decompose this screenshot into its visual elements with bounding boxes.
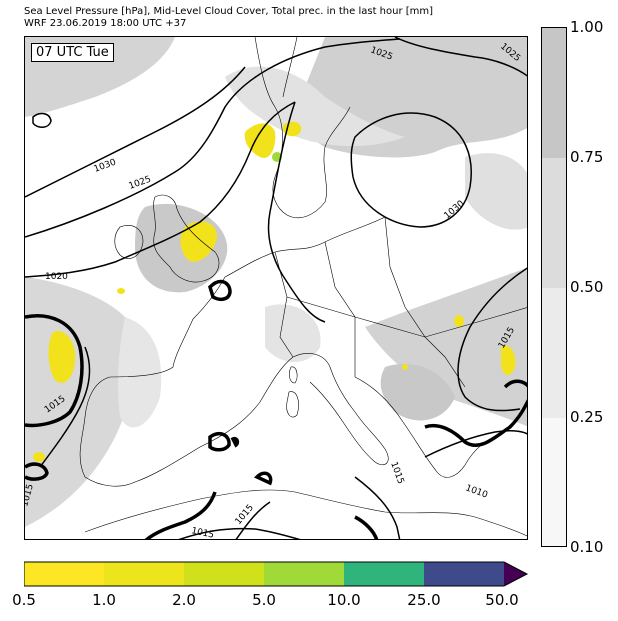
low-southwest bbox=[25, 462, 49, 481]
border-central-3 bbox=[384, 216, 466, 388]
precip-colorbar-outline bbox=[23, 561, 529, 587]
weather-map: 1025 1025 1030 1025 1030 1020 1015 1015 … bbox=[24, 36, 528, 540]
precip-bay bbox=[117, 288, 125, 294]
isobar-label: 1015 bbox=[25, 483, 36, 508]
precip-colorbar-svg bbox=[23, 561, 529, 587]
cloud-band bbox=[542, 418, 566, 546]
isobar-label: 1025 bbox=[128, 175, 153, 192]
precip-tick-label: 1.0 bbox=[92, 591, 116, 609]
border-central-1 bbox=[274, 251, 294, 358]
precip-tick-label: 10.0 bbox=[327, 591, 361, 609]
coastline-scandinavia bbox=[254, 37, 351, 219]
precip-east-edge bbox=[501, 345, 516, 376]
low-pressure-layer bbox=[25, 279, 527, 539]
coastline-africa bbox=[84, 489, 527, 537]
cloud-tick-label: 0.25 bbox=[570, 408, 604, 426]
coastline-mainland bbox=[224, 216, 386, 278]
coastline-layer bbox=[79, 37, 527, 537]
precip-tick-label: 25.0 bbox=[407, 591, 441, 609]
isobar-1015-east bbox=[457, 267, 527, 412]
low-west bbox=[25, 314, 84, 428]
precip-hungary bbox=[454, 315, 464, 327]
low-iberia-1 bbox=[208, 432, 231, 452]
isobar-1015-north bbox=[267, 101, 326, 323]
cloud-band bbox=[542, 288, 566, 418]
border-sardinia bbox=[286, 391, 299, 418]
isobar-small-ring bbox=[32, 112, 52, 128]
isobar-1030-west bbox=[25, 66, 246, 198]
precip-scandinavia bbox=[244, 123, 276, 158]
isobar-1025-west bbox=[25, 38, 401, 238]
coastline-balkans bbox=[354, 376, 506, 478]
precip-west bbox=[48, 331, 76, 383]
low-africa-1 bbox=[144, 491, 217, 539]
isobar-label: 1015 bbox=[190, 526, 214, 540]
precip-tick-label: 5.0 bbox=[252, 591, 276, 609]
coastline-italy bbox=[292, 353, 389, 466]
low-iberia-2 bbox=[230, 436, 240, 448]
cloud-area-northeast bbox=[465, 153, 527, 230]
chart-title: Sea Level Pressure [hPa], Mid-Level Clou… bbox=[24, 6, 434, 17]
precip-tick-label: 2.0 bbox=[172, 591, 196, 609]
isobar-layer bbox=[25, 37, 527, 539]
precip-tick-label: 50.0 bbox=[485, 591, 519, 609]
isobar-label: 1010 bbox=[464, 483, 489, 500]
isobar-label: 1015 bbox=[234, 503, 256, 527]
precip-band bbox=[344, 562, 424, 586]
cloud-area-east bbox=[365, 267, 527, 427]
precip-band bbox=[24, 562, 104, 586]
cloud-area-atlantic bbox=[117, 317, 162, 428]
low-east bbox=[503, 379, 527, 389]
precip-band bbox=[264, 562, 344, 586]
cloud-tick-label: 0.75 bbox=[570, 148, 604, 166]
isobar-1015-southwest bbox=[39, 346, 91, 468]
cloud-area-central bbox=[265, 304, 321, 362]
low-balkans bbox=[424, 399, 527, 448]
cloud-tick-label: 1.00 bbox=[570, 18, 604, 36]
isobar-1015-africa bbox=[178, 527, 301, 539]
cloud-area-north-light bbox=[225, 66, 405, 147]
cloud-cover-layer bbox=[25, 37, 527, 527]
valid-time-label: 07 UTC Tue bbox=[31, 43, 114, 62]
precip-extend-arrow bbox=[504, 562, 527, 586]
cloud-cover-colorbar bbox=[541, 27, 567, 547]
isobar-1015-south bbox=[354, 476, 401, 539]
precip-band bbox=[424, 562, 504, 586]
isobar-1030-east bbox=[350, 112, 472, 228]
chart-subtitle: WRF 23.06.2019 18:00 UTC +37 bbox=[24, 18, 187, 29]
low-africa-2 bbox=[253, 471, 273, 486]
isobar-1010 bbox=[424, 430, 527, 458]
border-central-4 bbox=[286, 296, 527, 338]
isobar-label: 1030 bbox=[93, 157, 118, 174]
coastline-ireland bbox=[114, 225, 144, 259]
coastline-france-spain bbox=[79, 276, 294, 487]
cloud-tick-label: 0.50 bbox=[570, 278, 604, 296]
cloud-band bbox=[542, 28, 566, 158]
low-sea bbox=[354, 515, 379, 539]
precip-band bbox=[184, 562, 264, 586]
border-corsica bbox=[289, 366, 298, 384]
precip-band bbox=[104, 562, 184, 586]
cloud-band bbox=[542, 158, 566, 288]
isobar-1020 bbox=[25, 101, 296, 278]
border-central-2 bbox=[324, 241, 356, 377]
precip-tick-label: 0.5 bbox=[12, 591, 36, 609]
map-layers: 1025 1025 1030 1025 1030 1020 1015 1015 … bbox=[25, 37, 527, 540]
precip-atlantic bbox=[33, 452, 45, 462]
coastline-uk bbox=[153, 194, 220, 283]
coastline-norway bbox=[282, 37, 298, 98]
precipitation-colorbar bbox=[23, 561, 530, 593]
cloud-area-balkans bbox=[380, 363, 455, 421]
isobar-1025-north bbox=[394, 37, 527, 77]
precip-uk bbox=[180, 221, 217, 262]
precip-serbia bbox=[402, 364, 408, 370]
low-france bbox=[208, 279, 232, 302]
isobar-label: 1020 bbox=[45, 272, 68, 282]
cloud-tick-label: 0.10 bbox=[570, 538, 604, 556]
isobar-1015-sea bbox=[235, 501, 271, 539]
isobar-label: 1030 bbox=[443, 199, 467, 222]
isobar-label: 1015 bbox=[388, 461, 405, 486]
